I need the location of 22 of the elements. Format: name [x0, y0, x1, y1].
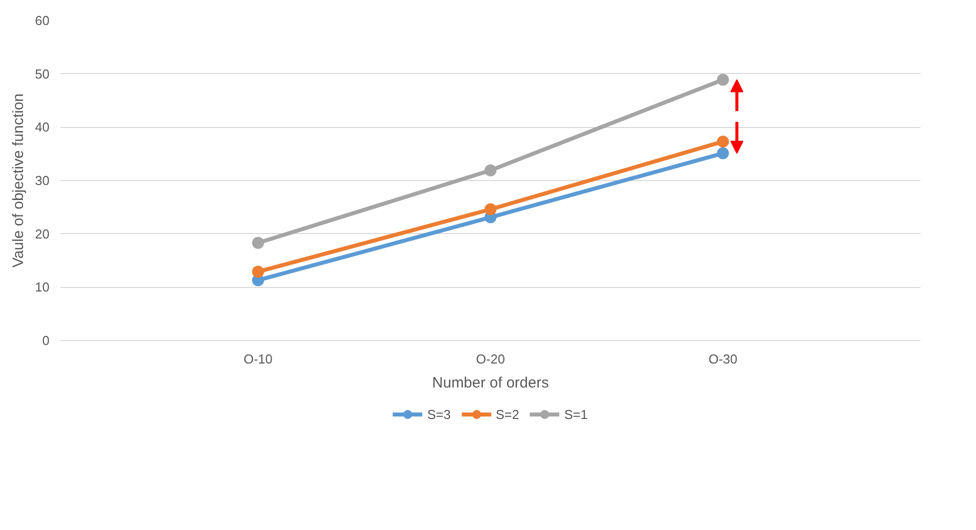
- x-tick-label: O-10: [244, 352, 273, 366]
- y-tick-label: 50: [35, 66, 50, 82]
- point: [484, 164, 496, 176]
- point: [484, 203, 496, 216]
- point: [252, 236, 264, 249]
- y-tick-label: 30: [35, 173, 50, 188]
- point: [716, 74, 729, 86]
- legend-label: S=3: [427, 406, 451, 422]
- x-axis-title: Number of orders: [432, 374, 549, 392]
- y-tick-label: 20: [35, 226, 50, 242]
- y-tick-label: 0: [42, 333, 50, 348]
- y-axis-title: Vaule of objective function: [10, 93, 28, 268]
- legend-label: S=2: [496, 406, 520, 422]
- y-tick-label: 60: [35, 13, 50, 28]
- x-tick-label: O-30: [708, 352, 738, 366]
- point: [252, 266, 264, 278]
- x-tick-label: O-20: [476, 352, 505, 366]
- y-tick-label: 40: [35, 120, 50, 135]
- legend-label: S=1: [564, 406, 588, 422]
- point: [716, 136, 729, 148]
- y-tick-label: 10: [35, 280, 50, 295]
- point: [716, 147, 729, 160]
